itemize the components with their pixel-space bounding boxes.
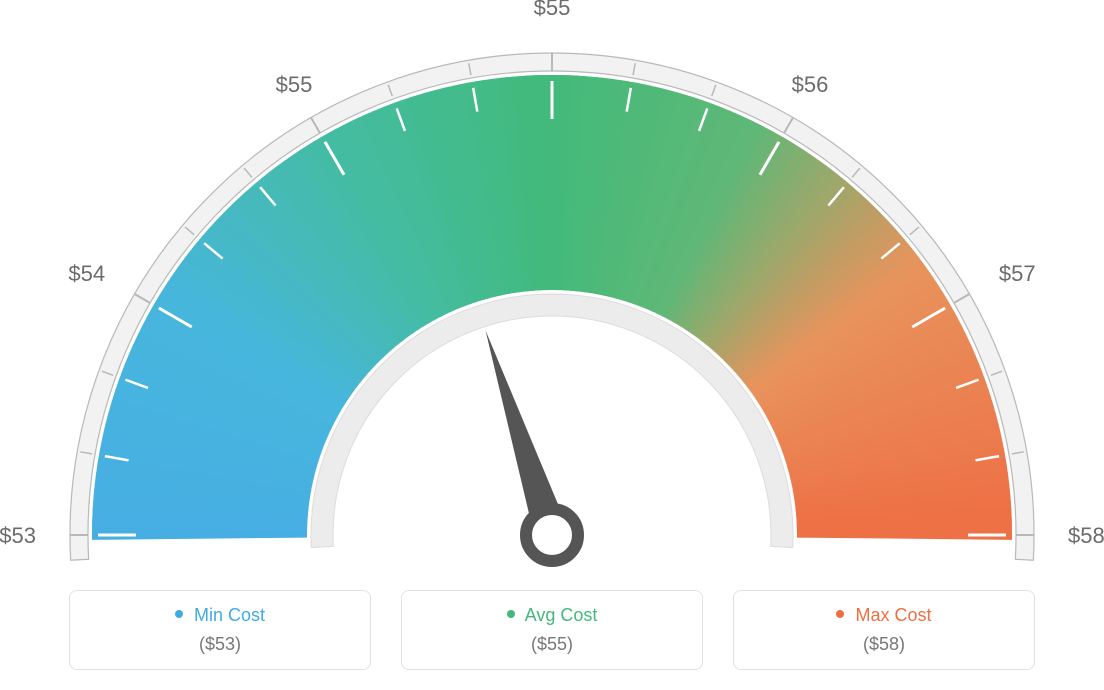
legend-title-min: Min Cost	[70, 605, 370, 626]
dot-icon	[507, 610, 515, 618]
legend-value-max: ($58)	[734, 634, 1034, 655]
legend-title-max: Max Cost	[734, 605, 1034, 626]
dot-icon	[175, 610, 183, 618]
legend-card-min: Min Cost ($53)	[69, 590, 371, 670]
legend-value-avg: ($55)	[402, 634, 702, 655]
legend-label: Avg Cost	[525, 605, 598, 625]
svg-text:$57: $57	[999, 261, 1036, 286]
gauge-chart: $53 $54 $55 $55 $56 $57 $58	[0, 0, 1104, 570]
svg-text:$58: $58	[1068, 523, 1104, 548]
svg-text:$56: $56	[792, 72, 829, 97]
legend-row: Min Cost ($53) Avg Cost ($55) Max Cost (…	[0, 590, 1104, 670]
legend-label: Min Cost	[194, 605, 265, 625]
svg-text:$54: $54	[68, 261, 105, 286]
svg-text:$53: $53	[0, 523, 36, 548]
svg-text:$55: $55	[534, 0, 571, 20]
legend-title-avg: Avg Cost	[402, 605, 702, 626]
legend-value-min: ($53)	[70, 634, 370, 655]
svg-text:$55: $55	[276, 72, 313, 97]
legend-card-max: Max Cost ($58)	[733, 590, 1035, 670]
dot-icon	[836, 610, 844, 618]
legend-label: Max Cost	[855, 605, 931, 625]
legend-card-avg: Avg Cost ($55)	[401, 590, 703, 670]
